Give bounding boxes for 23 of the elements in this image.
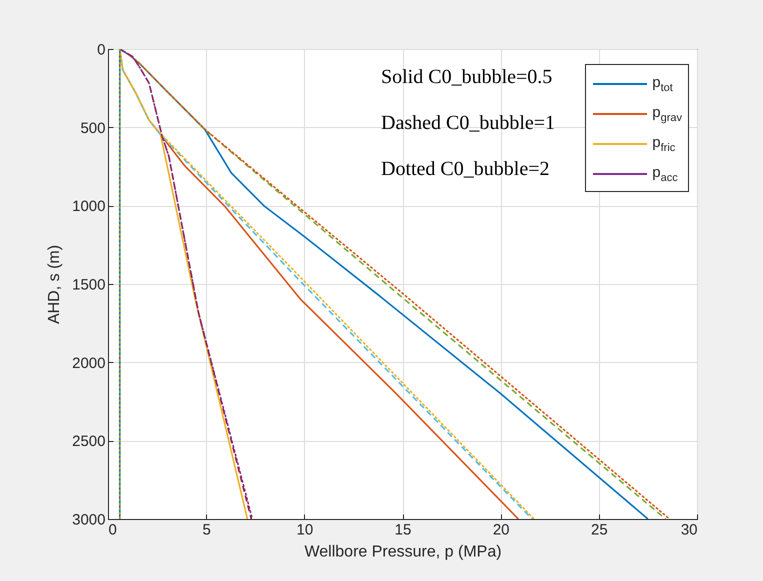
annotation: Dotted C0_bubble=2 [381, 157, 550, 182]
x-tick-label: 25 [590, 522, 608, 538]
x-tick-label: 5 [202, 522, 211, 538]
x-axis-title: Wellbore Pressure, p (MPa) [304, 544, 502, 560]
x-tick-label: 30 [680, 522, 698, 538]
x-tick-label: 15 [394, 522, 412, 538]
y-tick-label: 2000 [72, 354, 106, 372]
y-tick-label: 500 [80, 120, 106, 137]
annotation: Dashed C0_bubble=1 [381, 111, 556, 136]
annotation: Solid C0_bubble=0.5 [381, 65, 554, 90]
x-tick-label: 20 [492, 522, 510, 538]
legend-label: p$_{grav}$ [652, 104, 682, 124]
y-tick-label: 1000 [72, 198, 106, 216]
y-tick-label: 1500 [72, 276, 106, 294]
y-tick-label: 2500 [72, 433, 106, 450]
legend-label: p$_{acc}$ [652, 164, 678, 184]
x-tick-label: 0 [108, 522, 117, 538]
x-tick-label: 10 [296, 522, 314, 538]
y-tick-label: 3000 [72, 512, 106, 528]
y-axis-title: AHD, s (m) [46, 244, 64, 324]
y-tick-label: 0 [97, 42, 106, 58]
legend-label: p$_{fric}$ [652, 134, 676, 154]
legend-label: p$_{tot}$ [652, 74, 673, 94]
